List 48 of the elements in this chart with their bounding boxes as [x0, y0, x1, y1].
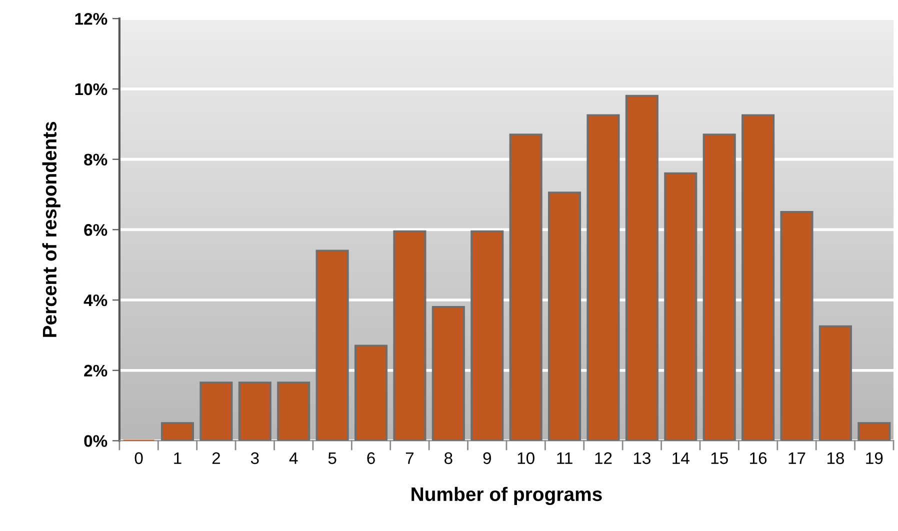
y-tick-label: 6%	[84, 224, 108, 236]
bar	[238, 382, 272, 441]
bar	[780, 211, 814, 441]
bar	[200, 382, 233, 441]
y-tick-label: 0%	[84, 435, 108, 447]
x-tick-label: 3	[250, 452, 259, 464]
bar	[354, 344, 388, 441]
x-tick-label: 15	[711, 452, 728, 464]
bar	[625, 94, 658, 441]
x-axis-title: Number of programs	[412, 486, 602, 506]
bar	[393, 230, 426, 441]
x-tick-label: 4	[289, 452, 298, 464]
bar	[509, 134, 542, 441]
x-tick-label: 12	[595, 452, 612, 464]
x-tick-label: 18	[827, 452, 844, 464]
x-tick-label: 11	[557, 452, 572, 464]
x-tick-label: 0	[134, 452, 143, 464]
x-tick-label: 1	[174, 452, 182, 464]
x-tick-label: 9	[483, 452, 491, 464]
bar	[548, 192, 582, 441]
y-tick-label: 2%	[84, 364, 108, 377]
y-tick-label: 8%	[84, 154, 108, 166]
bar	[160, 422, 194, 441]
y-axis-title: Percent of respondents	[42, 122, 60, 337]
x-tick-label: 10	[518, 452, 534, 464]
x-tick-label: 13	[634, 452, 650, 464]
x-tick-label: 17	[788, 452, 806, 464]
y-tick-label: 10%	[75, 83, 108, 96]
bar	[316, 250, 349, 441]
bar	[742, 114, 775, 441]
bar	[858, 422, 891, 441]
x-tick-label: 14	[672, 452, 690, 464]
y-tick-label: 4%	[84, 294, 108, 306]
bar	[277, 382, 310, 441]
x-tick-label: 19	[866, 452, 883, 464]
x-tick-label: 8	[444, 452, 452, 464]
bar	[702, 134, 736, 441]
bar	[818, 325, 852, 441]
x-tick-label: 7	[406, 452, 414, 464]
y-tick-label: 12%	[75, 12, 108, 25]
bar	[470, 230, 504, 441]
bar	[586, 114, 620, 441]
bar	[432, 306, 465, 441]
x-tick-label: 5	[328, 452, 336, 464]
x-tick-label: 2	[212, 452, 220, 464]
x-tick-label: 6	[367, 452, 375, 464]
bar	[664, 172, 698, 441]
x-tick-label: 16	[750, 452, 767, 464]
